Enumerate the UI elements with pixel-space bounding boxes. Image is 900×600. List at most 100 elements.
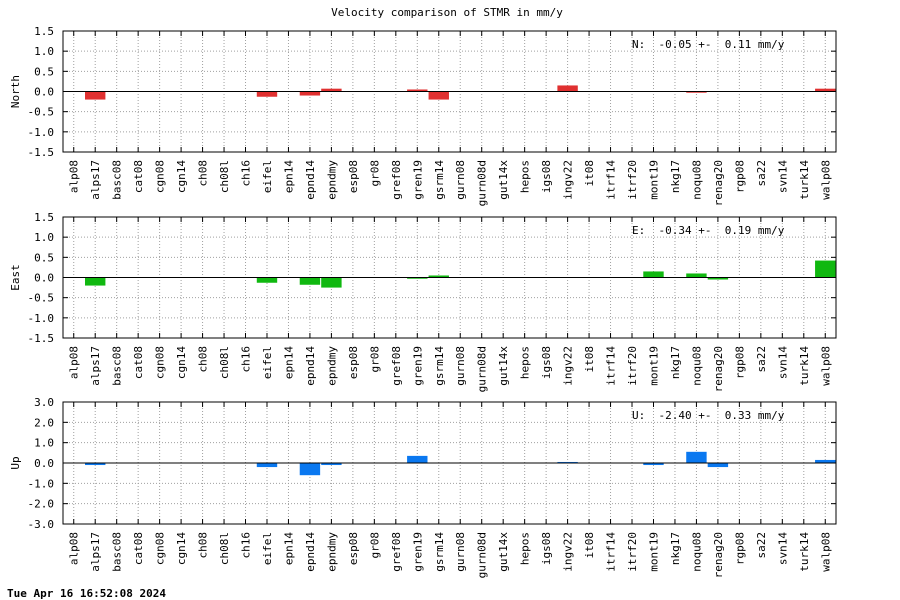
bar-noqu08 xyxy=(686,451,707,463)
y-tick-label: 0.0 xyxy=(34,457,54,470)
bar-walp08 xyxy=(815,88,836,92)
timestamp-footer: Tue Apr 16 16:52:08 2024 xyxy=(7,587,166,600)
x-tick-label: itrf20 xyxy=(626,532,639,572)
x-tick-label: turk14 xyxy=(798,346,811,386)
y-tick-label: -3.0 xyxy=(28,518,55,531)
x-tick-label: hepos xyxy=(519,160,532,193)
x-tick-label: gsrm14 xyxy=(433,532,446,572)
bar-eifel xyxy=(256,277,278,283)
x-tick-label: ch08 xyxy=(197,346,210,373)
x-tick-label: it08 xyxy=(583,346,596,373)
y-tick-label: 0.5 xyxy=(34,251,54,264)
panel-annotation: U: -2.40 +- 0.33 mm/y xyxy=(632,409,785,422)
y-tick-label: 1.5 xyxy=(34,211,54,224)
x-tick-label: gr08 xyxy=(368,160,381,187)
x-tick-label: alp08 xyxy=(68,532,81,565)
panel-frame xyxy=(62,30,837,153)
chart-panels: 1.5 1.0 0.5 0.0 -0.5 -1.0 -1.5 alp08 alps17 basc0… xyxy=(9,25,837,578)
bar-epndmy xyxy=(321,277,342,288)
x-tick-label: mont19 xyxy=(647,346,660,386)
bar-noqu08 xyxy=(686,273,707,278)
x-tick-label: itrf14 xyxy=(605,160,618,200)
x-tick-label: epn14 xyxy=(282,346,295,379)
bar-gren19 xyxy=(407,455,428,463)
x-tick-label: turk14 xyxy=(798,160,811,200)
x-tick-label: gurn08d xyxy=(476,160,489,206)
bar-ingv22 xyxy=(557,461,578,463)
bar-mont19 xyxy=(643,463,664,466)
bar-noqu08 xyxy=(686,91,707,93)
x-tick-label: gurn08 xyxy=(454,346,467,386)
x-tick-label: cgn14 xyxy=(175,346,188,379)
bar-ingv22 xyxy=(557,85,578,92)
x-tick-label: gut14x xyxy=(497,346,510,386)
x-tick-label: sa22 xyxy=(755,346,768,373)
bar-epnd14 xyxy=(299,91,321,96)
y-tick-label: -1.0 xyxy=(28,126,55,139)
panel-frame xyxy=(62,216,837,339)
x-tick-label: epndmy xyxy=(325,160,338,200)
x-tick-label: igs08 xyxy=(540,532,553,565)
x-tick-label: ch16 xyxy=(240,346,253,373)
bar-gsrm14 xyxy=(428,91,449,100)
bar-gren19 xyxy=(407,277,428,279)
x-tick-label: cgn08 xyxy=(154,160,167,193)
x-tick-label: mont19 xyxy=(647,532,660,572)
x-tick-label: renag20 xyxy=(712,160,725,206)
x-tick-label: gren19 xyxy=(411,160,424,200)
bar-epnd14 xyxy=(299,463,321,476)
x-tick-label: alps17 xyxy=(89,160,102,200)
x-tick-label: esp08 xyxy=(347,346,360,379)
x-tick-label: alps17 xyxy=(89,346,102,386)
bar-mont19 xyxy=(643,271,664,278)
x-tick-label: ch08 xyxy=(197,532,210,559)
y-tick-label: -1.0 xyxy=(28,312,55,325)
x-tick-label: cgn14 xyxy=(175,160,188,193)
y-tick-label: -1.5 xyxy=(28,146,55,159)
y-tick-label: 3.0 xyxy=(34,396,54,409)
x-tick-label: esp08 xyxy=(347,160,360,193)
x-tick-label: nkg17 xyxy=(669,160,682,193)
x-tick-label: gsrm14 xyxy=(433,160,446,200)
bar-alps17 xyxy=(85,463,106,466)
x-tick-label: epn14 xyxy=(282,532,295,565)
y-tick-label: 2.0 xyxy=(34,416,54,429)
bar-walp08 xyxy=(815,459,836,463)
y-tick-label: 1.0 xyxy=(34,437,54,450)
x-tick-label: sa22 xyxy=(755,532,768,559)
y-tick-label: -1.5 xyxy=(28,332,55,345)
bar-epndmy xyxy=(321,88,342,92)
x-tick-label: alps17 xyxy=(89,532,102,572)
bar-gsrm14 xyxy=(428,275,449,278)
x-tick-label: turk14 xyxy=(798,532,811,572)
x-tick-label: alp08 xyxy=(68,346,81,379)
bar-alps17 xyxy=(85,277,106,286)
panel-up: 3.0 2.0 1.0 0.0 -1.0 -2.0 -3.0 alp08 alps17 basc0… xyxy=(9,396,837,578)
x-tick-label: gut14x xyxy=(497,160,510,200)
bar-alps17 xyxy=(85,91,106,100)
x-tick-label: ch08l xyxy=(218,532,231,565)
x-tick-label: hepos xyxy=(519,532,532,565)
panel-east: 1.5 1.0 0.5 0.0 -0.5 -1.0 -1.5 alp08 alps17 basc0… xyxy=(9,211,837,392)
y-tick-label: -0.5 xyxy=(28,106,55,119)
bar-renag20 xyxy=(707,463,729,468)
x-tick-label: igs08 xyxy=(540,346,553,379)
x-tick-label: gurn08 xyxy=(454,532,467,572)
panel-frame xyxy=(62,401,837,525)
bar-eifel xyxy=(256,91,278,97)
x-tick-label: svn14 xyxy=(776,532,789,565)
x-tick-label: itrf20 xyxy=(626,346,639,386)
bar-epnd14 xyxy=(299,277,321,285)
bar-epndmy xyxy=(321,463,342,466)
x-tick-label: ch08l xyxy=(218,160,231,193)
x-tick-label: gr08 xyxy=(368,346,381,373)
chart-title: Velocity comparison of STMR in mm/y xyxy=(331,6,563,19)
x-tick-label: gut14x xyxy=(497,532,510,572)
panel-annotation: E: -0.34 +- 0.19 mm/y xyxy=(632,224,785,237)
x-tick-label: epndmy xyxy=(325,346,338,386)
x-tick-label: it08 xyxy=(583,532,596,559)
x-tick-label: gref08 xyxy=(390,160,403,200)
x-tick-label: basc08 xyxy=(111,532,124,572)
y-tick-label: 0.0 xyxy=(34,86,54,99)
x-tick-label: rgp08 xyxy=(733,346,746,379)
